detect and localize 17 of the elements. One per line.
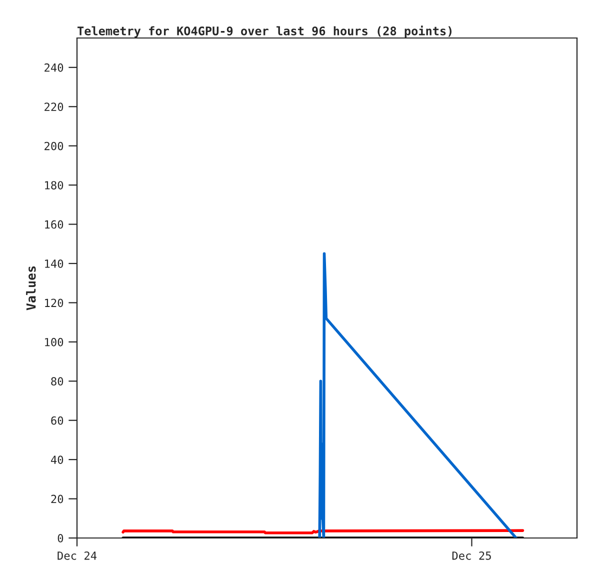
y-tick-label: 100: [45, 338, 64, 346]
x-tick-label: Dec 24: [58, 551, 97, 560]
y-tick-label: 140: [45, 259, 64, 268]
y-tick-label: 20: [51, 494, 64, 504]
y-tick-label: 200: [44, 142, 64, 150]
y-tick-label: 160: [45, 220, 64, 229]
y-tick-label: 180: [45, 181, 64, 190]
y-tick-label: 60: [51, 416, 64, 425]
x-tick-label: Dec 25: [452, 551, 491, 560]
y-tick-label: 240: [44, 63, 64, 72]
chart-title: Telemetry for KO4GPU-9 over last 96 hours (28 points): [78, 26, 452, 38]
y-tick-label: 40: [50, 456, 64, 464]
y-tick-label: 220: [44, 102, 64, 112]
y-tick-label: 120: [45, 298, 64, 308]
y-axis-title: Values: [26, 266, 36, 310]
y-tick-label: 0: [58, 534, 64, 542]
y-tick-label: 80: [51, 377, 64, 386]
